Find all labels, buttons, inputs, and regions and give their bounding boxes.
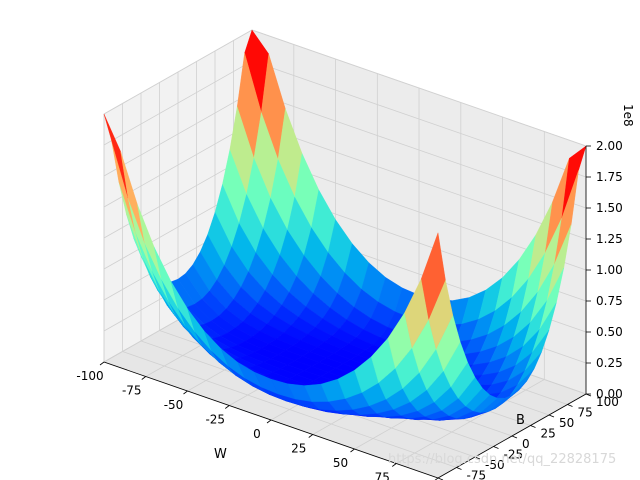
- x-tick-label: 25: [291, 442, 306, 456]
- x-tick-mark: [225, 405, 230, 409]
- y-tick-mark: [530, 425, 536, 428]
- x-tick-mark: [99, 361, 105, 366]
- x-tick-label: 0: [253, 427, 261, 441]
- z-tick-label: 1.50: [596, 201, 623, 215]
- x-tick-mark: [308, 434, 313, 438]
- watermark: https://blog.csdn.net/qq_22828175: [388, 452, 617, 467]
- x-tick-mark: [183, 390, 188, 395]
- x-tick-label: -25: [205, 413, 225, 427]
- surface-facet: [421, 232, 446, 320]
- x-tick-label: -75: [122, 384, 142, 398]
- y-axis-label: B: [516, 413, 525, 428]
- z-tick-label: 1.75: [596, 170, 623, 184]
- y-tick-mark: [548, 414, 555, 418]
- x-axis-label: W: [214, 447, 227, 462]
- z-tick-label: 0.75: [596, 294, 623, 308]
- y-tick-label: -50: [485, 458, 505, 472]
- z-offset-label: 1e8: [621, 104, 635, 127]
- z-tick-label: 2.00: [596, 139, 623, 153]
- y-tick-mark: [493, 446, 499, 449]
- x-tick-label: -50: [164, 398, 184, 412]
- y-tick-mark: [456, 467, 462, 470]
- x-tick-mark: [392, 463, 397, 467]
- z-tick-label: 1.00: [596, 263, 623, 277]
- y-tick-label: 0: [522, 437, 530, 451]
- y-tick-label: 50: [559, 416, 574, 430]
- z-tick-label: 1.25: [596, 232, 623, 246]
- y-tick-label: 100: [596, 395, 619, 409]
- x-tick-mark: [350, 448, 355, 453]
- z-tick-label: 0.00: [596, 387, 623, 401]
- x-tick-label: -100: [76, 369, 103, 383]
- y-tick-mark: [511, 435, 518, 439]
- surface-mesh: [103, 29, 587, 421]
- tick-labels: -100-75-50-250255075100-100-75-50-250255…: [76, 139, 623, 480]
- y-tick-label: 75: [578, 406, 593, 420]
- y-tick-label: 25: [541, 427, 556, 441]
- x-tick-label: 50: [333, 456, 348, 470]
- y-tick-label: -75: [467, 469, 487, 480]
- x-tick-mark: [266, 419, 272, 424]
- z-tick-label: 0.50: [596, 325, 623, 339]
- y-tick-mark: [567, 404, 573, 407]
- x-tick-mark: [141, 376, 146, 380]
- y-tick-mark: [474, 456, 481, 460]
- y-tick-label: -25: [504, 448, 524, 462]
- x-tick-label: 75: [375, 471, 390, 480]
- z-tick-label: 0.25: [596, 356, 623, 370]
